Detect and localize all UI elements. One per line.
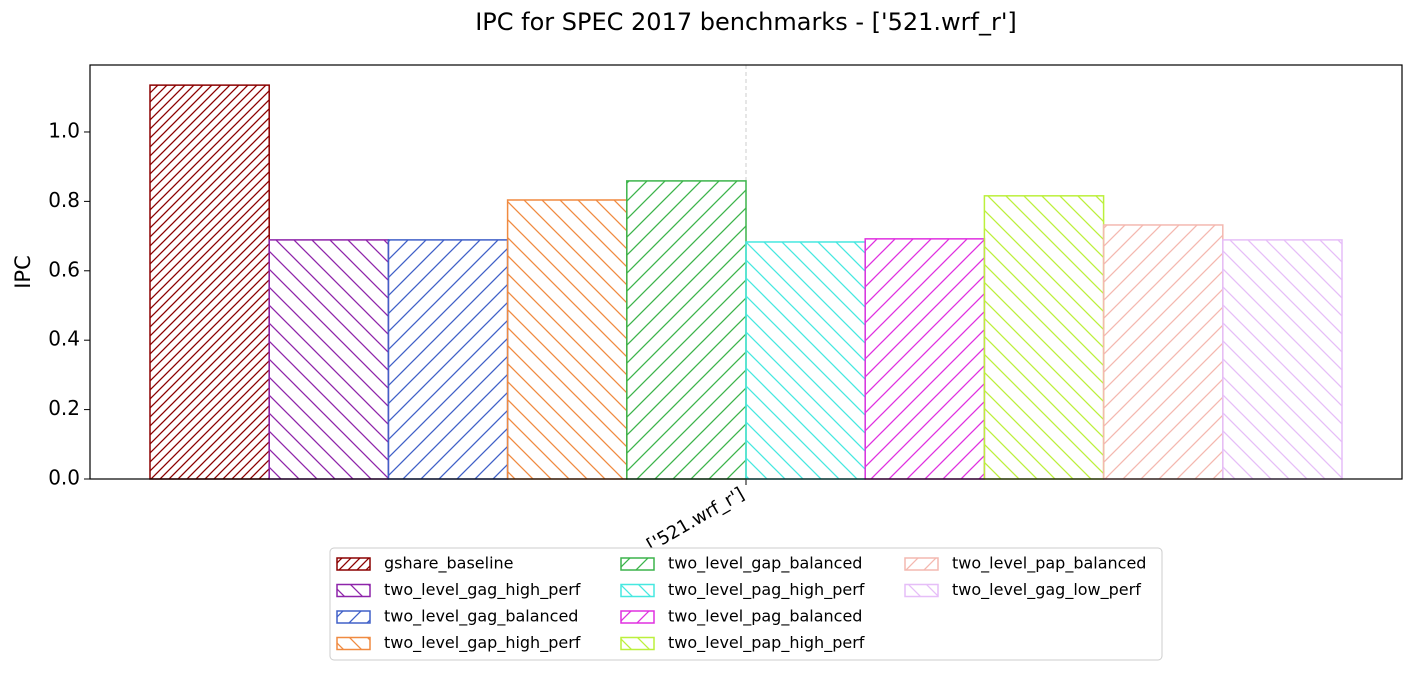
x-tick-label: ['521.wrf_r']: [643, 483, 748, 556]
y-tick-label: 0.4: [48, 327, 80, 351]
bar: [387, 239, 509, 480]
legend-label: gshare_baseline: [384, 554, 514, 574]
bar: [1222, 239, 1343, 480]
legend-swatch: [620, 610, 655, 624]
legend-label: two_level_gap_balanced: [668, 554, 862, 574]
plot-frame: [89, 64, 1403, 480]
y-axis-label: IPC: [11, 255, 35, 289]
legend: gshare_baselinetwo_level_gag_high_perftw…: [329, 547, 1163, 661]
bar: [626, 180, 747, 480]
legend-swatch: [336, 610, 371, 624]
legend-label: two_level_pap_balanced: [952, 554, 1146, 574]
legend-swatch: [904, 557, 939, 571]
bar: [983, 195, 1105, 480]
legend-swatch: [620, 583, 655, 598]
legend-swatch: [336, 583, 371, 598]
bar: [1102, 224, 1224, 480]
legend-label: two_level_pag_high_perf: [668, 580, 865, 600]
y-tick-label: 0.0: [48, 466, 80, 490]
legend-label: two_level_pag_balanced: [668, 607, 862, 627]
legend-swatch: [336, 557, 371, 571]
legend-swatch: [904, 583, 939, 598]
chart-title: IPC for SPEC 2017 benchmarks - ['521.wrf…: [475, 8, 1017, 36]
bar: [506, 199, 628, 480]
legend-label: two_level_gag_low_perf: [952, 580, 1141, 600]
y-tick-label: 0.8: [48, 188, 80, 212]
bar: [268, 239, 390, 480]
legend-label: two_level_gag_high_perf: [384, 580, 581, 600]
legend-label: two_level_gag_balanced: [384, 607, 578, 627]
bar: [745, 241, 866, 480]
bar: [864, 238, 986, 480]
legend-box: [329, 547, 1163, 661]
y-tick-label: 0.2: [48, 396, 80, 420]
legend-swatch: [620, 557, 655, 571]
legend-swatch: [336, 636, 371, 651]
legend-label: two_level_pap_high_perf: [668, 633, 865, 653]
legend-label: two_level_gap_high_perf: [384, 633, 581, 653]
y-tick-label: 1.0: [48, 118, 80, 142]
legend-swatch: [620, 636, 655, 651]
bar: [149, 84, 270, 480]
y-tick-label: 0.6: [48, 257, 80, 281]
